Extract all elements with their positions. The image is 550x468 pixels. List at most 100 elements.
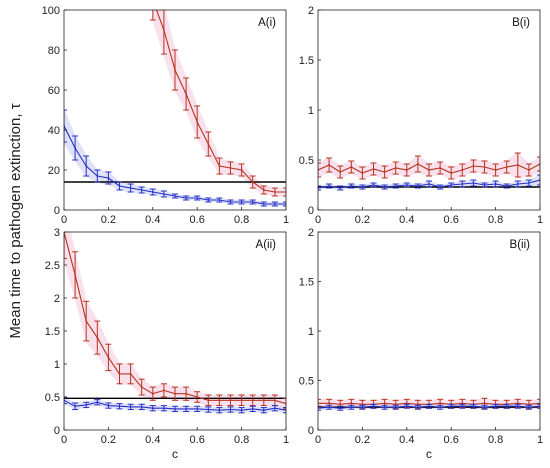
red-series-band: [64, 232, 286, 410]
x-tick-label: 0.4: [399, 434, 414, 446]
red-data-point: [328, 402, 330, 405]
blue-error-bar: [283, 201, 286, 207]
blue-data-point: [405, 405, 408, 408]
red-data-point: [240, 169, 243, 171]
y-tick-label: 0.5: [299, 376, 314, 388]
x-tick-label: 0.4: [145, 434, 160, 446]
axes-frame: [317, 9, 541, 211]
y-axis-label: Mean time to pathogen extinction, τ: [7, 103, 24, 338]
panel-a-ii: 0 0.2 0.4 0.6 0.8 1 0 0.5 1 1.5 2 2.5 3 A(ii) c: [45, 227, 289, 461]
blue-data-point: [505, 405, 508, 408]
blue-data-point: [405, 184, 408, 186]
blue-data-point: [129, 187, 132, 189]
red-data-point: [394, 403, 397, 406]
red-data-point: [528, 169, 530, 171]
blue-error-bar: [283, 407, 286, 414]
red-error-bar: [537, 156, 540, 172]
blue-data-point: [528, 182, 530, 184]
red-data-point: [350, 166, 353, 168]
x-axis-label: c: [172, 447, 178, 461]
blue-data-point: [107, 177, 110, 179]
y-tick-label: 1.5: [299, 55, 314, 67]
blue-data-point: [472, 405, 475, 408]
blue-data-point: [439, 406, 441, 409]
blue-error-bar: [318, 405, 321, 411]
x-tick-label: 0.8: [488, 434, 503, 446]
blue-data-point: [339, 187, 342, 189]
panel-label: B(ii): [510, 239, 531, 251]
red-data-point: [405, 169, 408, 171]
blue-data-point: [196, 197, 199, 199]
blue-data-point: [428, 405, 430, 408]
blue-data-point: [274, 407, 276, 410]
blue-data-point: [163, 193, 165, 195]
blue-data-point: [274, 203, 276, 205]
y-tick-label: 40: [48, 125, 60, 137]
x-tick-label: 0.2: [355, 214, 370, 226]
blue-data-point: [140, 406, 143, 408]
blue-data-point: [505, 185, 508, 187]
blue-data-point: [428, 183, 430, 185]
blue-data-point: [516, 405, 519, 408]
x-tick-label: 1: [537, 214, 543, 226]
blue-data-point: [229, 408, 232, 411]
x-tick-label: 0.6: [190, 434, 205, 446]
blue-data-point: [516, 183, 519, 185]
red-data-point: [361, 172, 364, 174]
blue-data-point: [328, 406, 330, 409]
blue-data-point: [372, 184, 375, 186]
red-data-point: [439, 167, 441, 169]
red-data-point: [196, 396, 199, 398]
plot-area: [318, 151, 540, 191]
x-tick-label: 0: [61, 214, 67, 226]
blue-data-point: [129, 406, 132, 408]
blue-data-point: [96, 401, 99, 404]
red-data-point: [417, 163, 419, 165]
blue-error-bar: [64, 109, 67, 143]
red-data-point: [450, 172, 453, 174]
x-tick-label: 0: [315, 434, 321, 446]
x-tick-label: 0.2: [355, 434, 370, 446]
x-tick-label: 1: [283, 214, 289, 226]
blue-error-bar: [537, 174, 540, 186]
red-data-point: [428, 169, 430, 171]
red-data-point: [350, 402, 353, 405]
y-tick-label: 100: [42, 5, 60, 17]
blue-data-point: [394, 185, 397, 187]
red-error-bar: [283, 187, 286, 197]
red-data-point: [163, 29, 165, 31]
blue-series-band: [64, 108, 286, 207]
red-data-point: [483, 402, 486, 405]
y-tick-label: 0.5: [45, 392, 60, 404]
blue-data-point: [151, 191, 154, 193]
red-data-point: [417, 403, 419, 406]
blue-data-point: [417, 406, 419, 409]
blue-data-point: [185, 197, 188, 199]
red-data-point: [372, 168, 375, 170]
x-tick-label: 0: [61, 434, 67, 446]
y-tick-label: 1: [308, 326, 314, 338]
red-data-point: [383, 402, 386, 405]
red-error-bar: [318, 162, 321, 178]
red-error-bar: [283, 397, 286, 410]
red-data-point: [494, 169, 497, 171]
y-tick-label: 0: [54, 205, 60, 217]
y-tick-label: 0: [308, 205, 314, 217]
blue-data-point: [74, 147, 76, 149]
blue-data-point: [140, 189, 143, 191]
blue-data-point: [361, 186, 364, 188]
blue-data-point: [494, 183, 497, 185]
red-data-point: [196, 121, 199, 123]
y-tick-label: 0: [54, 425, 60, 437]
blue-data-point: [439, 186, 441, 188]
red-data-point: [394, 167, 397, 169]
red-error-bar: [318, 398, 321, 408]
red-series-line: [64, 232, 286, 405]
blue-data-point: [85, 404, 88, 406]
plot-area: [318, 397, 540, 411]
red-data-point: [163, 389, 165, 392]
blue-data-point: [339, 407, 342, 410]
red-data-point: [85, 320, 88, 322]
red-data-point: [505, 166, 508, 168]
